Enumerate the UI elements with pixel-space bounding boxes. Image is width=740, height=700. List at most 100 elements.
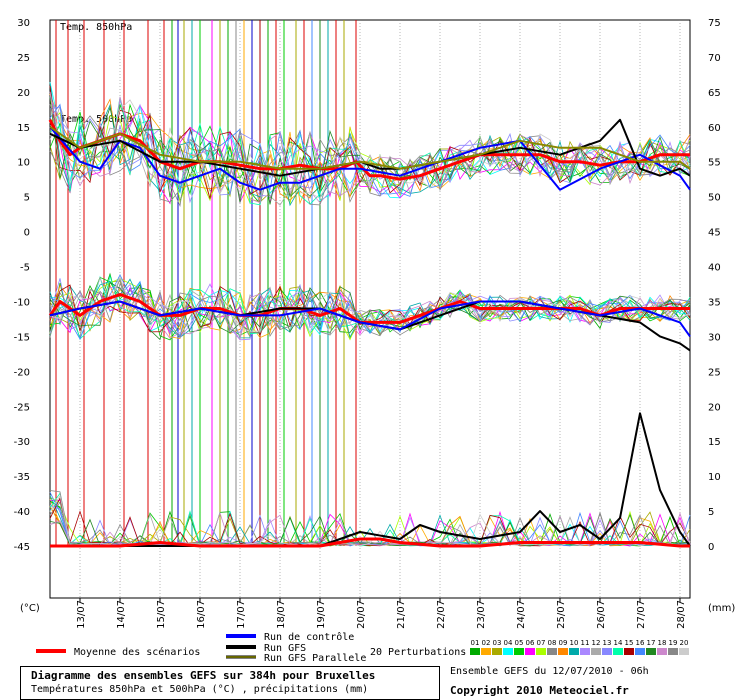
perturbation-color-swatch <box>646 648 656 655</box>
perturbation-number: 08 <box>548 639 557 647</box>
perturbation-color-swatch <box>492 648 502 655</box>
left-unit-label: (°C) <box>20 603 40 614</box>
perturbation-number: 02 <box>482 639 491 647</box>
legend-label-perturbations: 20 Perturbations <box>370 647 466 658</box>
x-tick-label: 20/07 <box>356 600 367 629</box>
perturbation-number: 13 <box>603 639 612 647</box>
left-tick-label: 20 <box>17 88 30 99</box>
perturbation-line-precip <box>49 494 691 547</box>
x-tick-label: 15/07 <box>156 600 167 629</box>
legend-label-moyenne: Moyenne des scénarios <box>74 646 200 658</box>
perturbation-color-swatch <box>624 648 634 655</box>
legend-label-gfs: Run GFS <box>264 643 306 654</box>
perturbation-color-swatch <box>547 648 557 655</box>
x-tick-label: 14/07 <box>116 600 127 629</box>
x-tick-label: 25/07 <box>556 600 567 629</box>
perturbation-number: 12 <box>592 639 601 647</box>
right-tick-label: 10 <box>708 472 721 483</box>
perturbation-number: 04 <box>504 639 513 647</box>
perturbation-number: 10 <box>570 639 579 647</box>
perturbation-line-850 <box>49 97 691 205</box>
perturbation-number: 16 <box>636 639 645 647</box>
left-tick-label: -35 <box>14 472 30 483</box>
series-line-850hPa-run-de-contr-le <box>49 126 691 191</box>
legend-label-gfs-parallele: Run GFS Parallele <box>264 653 366 664</box>
x-tick-label: 19/07 <box>316 600 327 629</box>
perturbation-line-850 <box>49 99 691 199</box>
right-tick-label: 5 <box>708 507 714 518</box>
perturbation-number: 17 <box>647 639 656 647</box>
x-tick-label: 18/07 <box>276 600 287 629</box>
right-tick-label: 75 <box>708 18 721 29</box>
perturbation-color-swatch <box>668 648 678 655</box>
perturbation-color-swatch <box>503 648 513 655</box>
x-tick-label: 26/07 <box>596 600 607 629</box>
perturbation-color-swatch <box>657 648 667 655</box>
right-tick-label: 0 <box>708 542 714 553</box>
x-tick-label: 22/07 <box>436 600 447 629</box>
perturbation-number: 18 <box>658 639 667 647</box>
copyright: Copyright 2010 Meteociel.fr <box>450 684 629 697</box>
perturbation-line-850 <box>49 103 691 205</box>
right-tick-label: 55 <box>708 158 721 169</box>
run-info: Ensemble GEFS du 12/07/2010 - 06h <box>450 666 649 677</box>
perturbation-number: 06 <box>526 639 535 647</box>
perturbation-line-850 <box>49 103 691 208</box>
perturbation-number: 05 <box>515 639 524 647</box>
perturbation-color-swatch <box>481 648 491 655</box>
perturbation-line-500 <box>49 275 691 341</box>
x-tick-label: 17/07 <box>236 600 247 629</box>
right-unit-label: (mm) <box>708 603 735 614</box>
perturbation-number: 20 <box>680 639 689 647</box>
right-tick-label: 25 <box>708 367 721 378</box>
perturbation-color-swatch <box>514 648 524 655</box>
left-tick-label: 30 <box>17 18 30 29</box>
left-tick-label: 15 <box>17 123 30 134</box>
series-line-precip-moyenne-des-sc-narios <box>50 537 690 548</box>
right-tick-label: 35 <box>708 297 721 308</box>
left-tick-label: -40 <box>14 507 30 518</box>
footer-title-box: Diagramme des ensembles GEFS sur 384h po… <box>20 666 440 700</box>
legend-label-controle: Run de contrôle <box>264 631 354 643</box>
perturbation-color-swatch <box>525 648 535 655</box>
left-tick-label: 5 <box>24 193 30 204</box>
left-tick-label: -15 <box>14 332 30 343</box>
perturbation-number: 09 <box>559 639 568 647</box>
perturbation-color-swatch <box>580 648 590 655</box>
perturbation-number: 03 <box>493 639 502 647</box>
left-tick-label: 10 <box>17 158 30 169</box>
perturbation-number: 11 <box>581 639 590 647</box>
x-tick-label: 23/07 <box>476 600 487 629</box>
perturbation-number: 15 <box>625 639 634 647</box>
x-tick-label: 16/07 <box>196 600 207 629</box>
perturbation-color-swatch <box>679 648 689 655</box>
series-line-500hPa-moyenne-des-sc-narios <box>48 293 690 324</box>
right-tick-label: 70 <box>708 53 721 64</box>
right-tick-label: 50 <box>708 193 721 204</box>
series-line-500hPa-run-de-contr-le <box>49 300 691 337</box>
perturbation-number: 14 <box>614 639 623 647</box>
left-tick-label: -30 <box>14 437 30 448</box>
x-tick-label: 28/07 <box>676 600 687 629</box>
left-tick-label: -10 <box>14 297 30 308</box>
perturbation-color-swatch <box>635 648 645 655</box>
right-tick-label: 45 <box>708 228 721 239</box>
left-tick-label: 0 <box>24 228 30 239</box>
perturbation-line-500 <box>49 281 691 341</box>
perturbation-color-swatch <box>569 648 579 655</box>
perturbation-line-850 <box>49 103 691 199</box>
x-tick-label: 13/07 <box>76 600 87 629</box>
x-tick-label: 21/07 <box>396 600 407 629</box>
right-tick-label: 60 <box>708 123 721 134</box>
perturbation-line-500 <box>49 278 691 339</box>
x-tick-label: 27/07 <box>636 600 647 629</box>
left-tick-label: 25 <box>17 53 30 64</box>
perturbation-number: 07 <box>537 639 546 647</box>
right-tick-label: 15 <box>708 437 721 448</box>
perturbation-color-swatch <box>602 648 612 655</box>
perturbation-color-swatch <box>536 648 546 655</box>
perturbation-color-swatch <box>591 648 601 655</box>
x-tick-label: 24/07 <box>516 600 527 629</box>
perturbation-color-swatch <box>558 648 568 655</box>
